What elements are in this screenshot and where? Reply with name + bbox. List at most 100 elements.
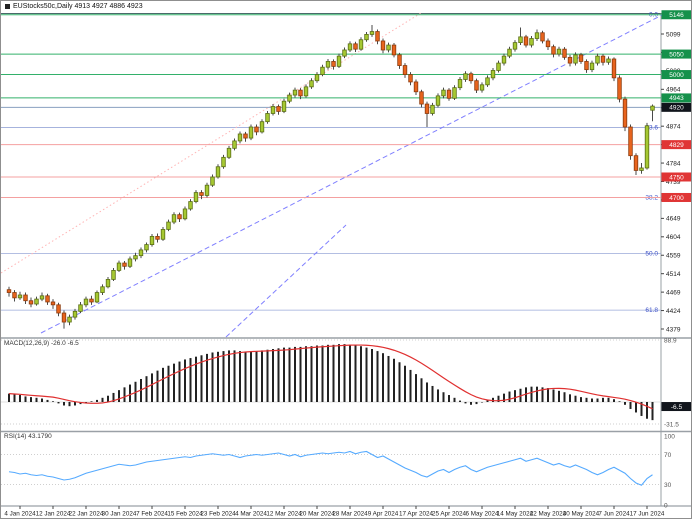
bull-candle: [138, 249, 144, 257]
macd-bar: [30, 397, 32, 402]
bear-candle: [243, 133, 248, 139]
macd-bar: [112, 392, 115, 402]
bull-candle: [259, 121, 265, 133]
macd-bar: [387, 355, 390, 402]
bull-candle: [265, 113, 270, 123]
horizontal-lines: [1, 14, 661, 198]
svg-text:5146: 5146: [669, 12, 684, 19]
bear-candle: [628, 126, 633, 157]
macd-bar: [63, 402, 65, 406]
bull-candle: [463, 73, 468, 80]
svg-text:7 Jun 2024: 7 Jun 2024: [598, 511, 630, 518]
svg-text:4469: 4469: [666, 289, 681, 296]
macd-bar: [453, 397, 456, 402]
bull-candle: [144, 244, 149, 251]
macd-bar: [85, 402, 87, 403]
macd-bar: [283, 347, 285, 402]
bull-candle: [105, 279, 111, 288]
macd-bar: [24, 396, 27, 402]
macd-bar: [530, 386, 533, 402]
bull-candle: [100, 286, 105, 293]
macd-bar: [288, 347, 291, 402]
macd-bar: [123, 387, 126, 402]
macd-bar: [354, 345, 357, 402]
bull-candle: [133, 255, 138, 260]
bull-candle: [111, 270, 116, 280]
macd-bar: [437, 389, 439, 402]
bear-candle: [331, 61, 336, 67]
bear-candle: [61, 312, 67, 323]
bear-candle: [600, 55, 606, 63]
svg-text:-6.5: -6.5: [671, 404, 683, 411]
macd-bar: [635, 402, 637, 413]
macd-bar: [431, 385, 434, 402]
bull-candle: [232, 140, 237, 149]
price-line-labels: 5146 5050 5000 4943 4920 4829 4750 4700: [661, 10, 691, 202]
bear-candle: [446, 89, 452, 99]
rsi-line-layer: [8, 450, 653, 486]
bull-candle: [364, 34, 369, 41]
bear-candle: [402, 65, 408, 75]
bull-candle: [39, 295, 45, 300]
macd-signal-line: [8, 344, 653, 410]
macd-bar: [552, 389, 555, 402]
bull-candle: [639, 167, 644, 171]
macd-bar: [41, 398, 43, 402]
svg-text:4874: 4874: [666, 123, 681, 130]
macd-bar: [464, 402, 467, 404]
svg-text:28 Mar 2024: 28 Mar 2024: [332, 511, 368, 518]
bull-candle: [160, 229, 166, 240]
macd-bar: [618, 401, 621, 402]
macd-bar: [574, 395, 577, 402]
svg-text:100: 100: [664, 433, 675, 440]
macd-current-label: -6.5: [661, 402, 691, 412]
macd-bar: [563, 392, 566, 402]
macd-bar: [448, 395, 450, 402]
chart-icon: [5, 4, 10, 9]
bull-candle: [457, 79, 463, 89]
bull-candle: [287, 94, 292, 102]
trendlines: [1, 12, 665, 338]
bull-candle: [358, 39, 364, 50]
macd-pane: 88.9 -31.5: [1, 337, 679, 428]
macd-bar: [118, 390, 120, 402]
bull-candle: [171, 214, 177, 223]
bull-candle: [325, 61, 331, 68]
macd-bar: [492, 397, 494, 402]
macd-bar: [360, 346, 362, 402]
bull-candle: [518, 36, 523, 44]
svg-text:-31.5: -31.5: [664, 421, 679, 428]
svg-text:30 Jan 2024: 30 Jan 2024: [102, 511, 137, 518]
macd-bar: [398, 362, 401, 402]
macd-bar: [415, 374, 417, 402]
macd-bar: [602, 397, 604, 402]
svg-text:5000: 5000: [669, 72, 684, 79]
svg-text:4750: 4750: [669, 174, 684, 181]
svg-text:22 May 2024: 22 May 2024: [530, 511, 567, 518]
svg-text:23 Feb 2024: 23 Feb 2024: [200, 511, 236, 518]
svg-text:23.6: 23.6: [645, 124, 658, 131]
bear-candle: [28, 300, 34, 305]
bull-candle: [342, 49, 347, 57]
macd-bar: [382, 353, 384, 402]
macd-bar: [74, 402, 76, 406]
bull-candle: [441, 89, 446, 97]
bull-candle: [116, 262, 122, 271]
macd-bar: [222, 351, 225, 402]
macd-bar: [68, 402, 71, 407]
bull-candle: [67, 316, 72, 323]
macd-bar: [90, 401, 93, 402]
macd-bar: [497, 395, 500, 402]
bull-candle: [496, 62, 501, 71]
svg-text:30 May 2024: 30 May 2024: [563, 511, 600, 518]
macd-bar: [558, 390, 560, 402]
bull-candle: [34, 298, 39, 305]
bear-candle: [254, 126, 259, 133]
bear-candle: [567, 56, 573, 64]
macd-bar: [294, 346, 296, 402]
svg-text:4649: 4649: [666, 216, 681, 223]
macd-bar: [404, 365, 406, 402]
macd-bar: [393, 358, 395, 402]
